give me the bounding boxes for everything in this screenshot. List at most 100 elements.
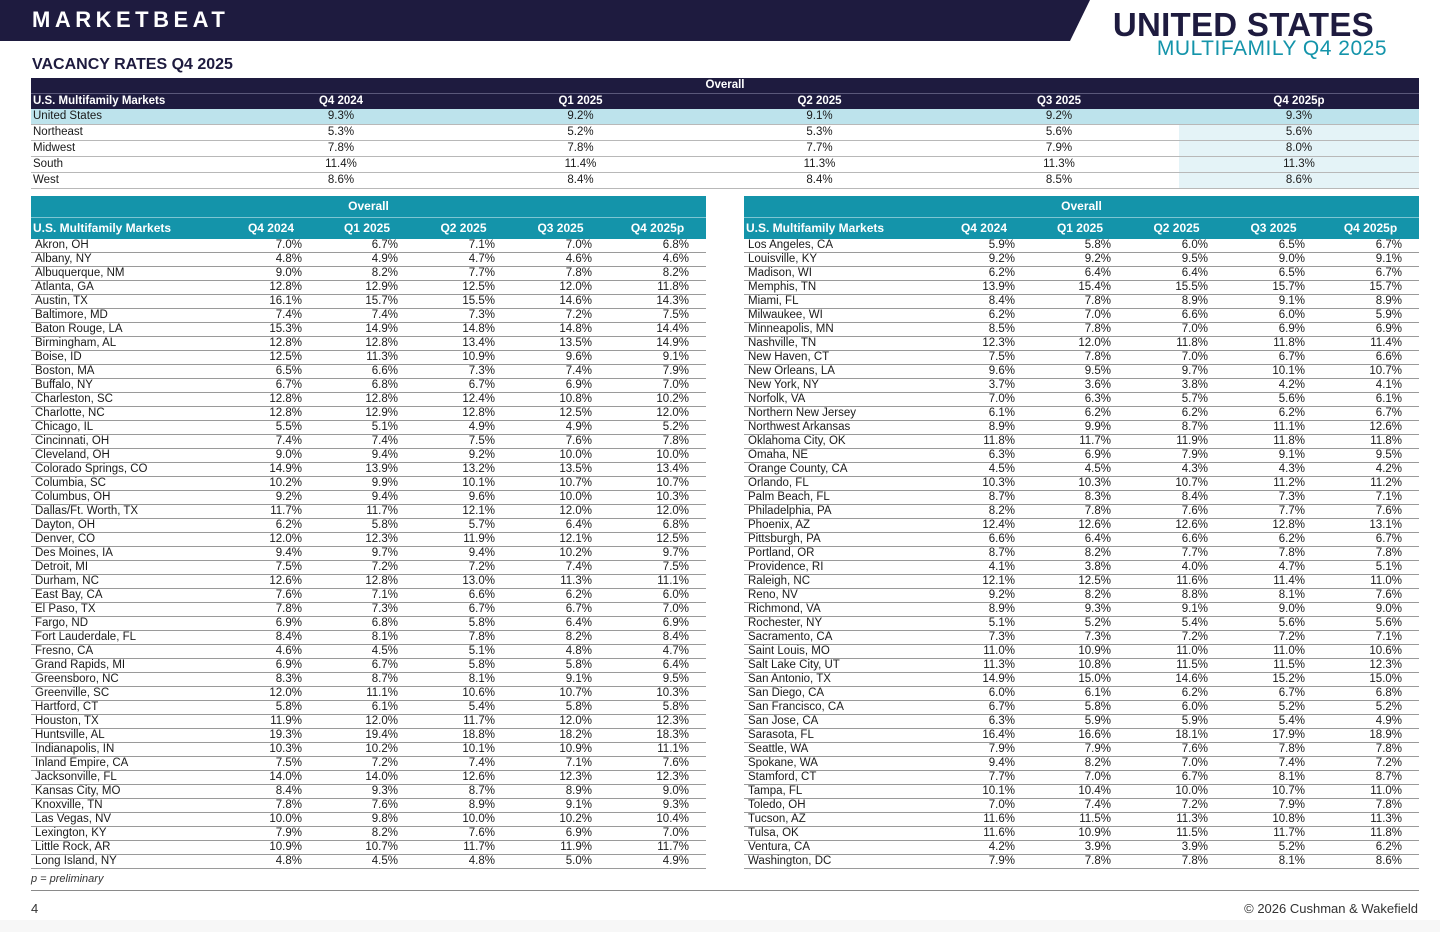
vacancy-rate-cell: 11.3% [512, 574, 609, 590]
vacancy-rate-cell: 6.5% [1225, 266, 1322, 282]
vacancy-rate-cell: 9.1% [512, 798, 609, 814]
vacancy-rate-cell: 7.0% [936, 798, 1032, 814]
vacancy-rate-cell: 5.9% [1322, 308, 1420, 324]
vacancy-rate-cell: 7.5% [223, 560, 319, 576]
vacancy-rate-cell: 12.1% [936, 574, 1032, 590]
vacancy-rate-cell: 9.0% [609, 784, 707, 800]
vacancy-rate-cell: 8.1% [1225, 854, 1322, 870]
report-subtitle: MULTIFAMILY Q4 2025 [1156, 37, 1387, 60]
vacancy-rate-cell: 8.1% [1225, 770, 1322, 786]
market-name-cell: Miami, FL [744, 294, 936, 310]
market-name-cell: Little Rock, AR [31, 840, 223, 856]
vacancy-rate-cell: 5.1% [415, 644, 512, 660]
market-name-cell: Atlanta, GA [31, 280, 223, 296]
vacancy-rate-cell: 9.1% [512, 672, 609, 688]
vacancy-rate-cell: 5.6% [939, 124, 1179, 141]
vacancy-rate-cell: 6.7% [415, 378, 512, 394]
vacancy-rate-cell: 10.1% [936, 784, 1032, 800]
vacancy-rate-cell: 5.2% [461, 124, 700, 141]
table-row: New Haven, CT 7.5% 7.8% 7.0% 6.7% 6.6% [744, 350, 1420, 366]
vacancy-rate-cell: 14.4% [609, 322, 707, 338]
vacancy-rate-cell: 7.8% [223, 602, 319, 618]
table-row: Norfolk, VA 7.0% 6.3% 5.7% 5.6% 6.1% [744, 392, 1420, 408]
table-row: Rochester, NY 5.1% 5.2% 5.4% 5.6% 5.6% [744, 616, 1420, 632]
vacancy-rate-cell: 18.8% [415, 728, 512, 744]
vacancy-rate-cell: 7.9% [609, 364, 707, 380]
vacancy-rate-cell: 8.5% [939, 172, 1179, 189]
vacancy-rate-cell: 9.1% [1128, 602, 1225, 618]
market-name-cell: Buffalo, NY [31, 378, 223, 394]
vacancy-rate-cell: 8.6% [1179, 172, 1419, 189]
vacancy-rate-cell: 14.9% [319, 322, 415, 338]
vacancy-rate-cell: 18.2% [512, 728, 609, 744]
vacancy-rate-cell: 7.3% [1225, 490, 1322, 506]
market-name-cell: Sacramento, CA [744, 630, 936, 646]
vacancy-rate-cell: 5.9% [1128, 714, 1225, 730]
vacancy-rate-cell: 8.2% [609, 266, 707, 282]
vacancy-rate-cell: 14.8% [512, 322, 609, 338]
vacancy-rate-cell: 5.7% [1128, 392, 1225, 408]
vacancy-rate-cell: 12.8% [223, 336, 319, 352]
table-row: Seattle, WA 7.9% 7.9% 7.6% 7.8% 7.8% [744, 742, 1420, 758]
market-name-cell: Knoxville, TN [31, 798, 223, 814]
vacancy-rate-cell: 4.0% [1128, 560, 1225, 576]
vacancy-rate-cell: 10.7% [512, 686, 609, 702]
table-row: Austin, TX 16.1% 15.7% 15.5% 14.6% 14.3% [31, 294, 707, 310]
vacancy-rate-cell: 10.0% [1128, 784, 1225, 800]
vacancy-rate-cell: 8.3% [223, 672, 319, 688]
vacancy-rate-cell: 7.5% [936, 350, 1032, 366]
vacancy-rate-cell: 6.2% [1128, 406, 1225, 422]
vacancy-rate-cell: 9.7% [1128, 364, 1225, 380]
vacancy-rate-cell: 10.7% [609, 476, 707, 492]
market-name-cell: Palm Beach, FL [744, 490, 936, 506]
vacancy-rate-cell: 8.7% [936, 546, 1032, 562]
vacancy-rate-cell: 5.5% [223, 420, 319, 436]
vacancy-rate-cell: 11.0% [936, 644, 1032, 660]
table-row: Philadelphia, PA 8.2% 7.8% 7.6% 7.7% 7.6% [744, 504, 1420, 520]
vacancy-rate-cell: 6.2% [1225, 532, 1322, 548]
vacancy-rate-cell: 8.2% [319, 826, 415, 842]
vacancy-rate-cell: 6.8% [609, 239, 707, 254]
vacancy-rate-cell: 13.9% [319, 462, 415, 478]
table-band-label: Overall [31, 196, 707, 218]
vacancy-rate-cell: 7.3% [415, 308, 512, 324]
vacancy-rate-cell: 11.5% [1128, 658, 1225, 674]
table-row: Reno, NV 9.2% 8.2% 8.8% 8.1% 7.6% [744, 588, 1420, 604]
market-name-cell: Orlando, FL [744, 476, 936, 492]
table-row: El Paso, TX 7.8% 7.3% 6.7% 6.7% 7.0% [31, 602, 707, 618]
table-row: Toledo, OH 7.0% 7.4% 7.2% 7.9% 7.8% [744, 798, 1420, 814]
vacancy-rate-cell: 7.6% [1322, 504, 1420, 520]
vacancy-rate-cell: 9.4% [223, 546, 319, 562]
vacancy-rate-cell: 8.9% [512, 784, 609, 800]
table-row: Midwest 7.8% 7.8% 7.7% 7.9% 8.0% [31, 140, 1419, 157]
table-row: Nashville, TN 12.3% 12.0% 11.8% 11.8% 11.4% [744, 336, 1420, 352]
vacancy-rate-cell: 15.4% [1032, 280, 1128, 296]
table-row: Tucson, AZ 11.6% 11.5% 11.3% 10.8% 11.3% [744, 812, 1420, 828]
vacancy-rate-cell: 9.2% [936, 588, 1032, 604]
table-row: Boise, ID 12.5% 11.3% 10.9% 9.6% 9.1% [31, 350, 707, 366]
market-name-cell: Spokane, WA [744, 756, 936, 772]
vacancy-rate-cell: 7.0% [1032, 308, 1128, 324]
vacancy-rate-cell: 7.1% [1322, 630, 1420, 646]
vacancy-rate-cell: 8.7% [319, 672, 415, 688]
vacancy-rate-cell: 10.1% [415, 476, 512, 492]
vacancy-rate-cell: 12.0% [1032, 336, 1128, 352]
vacancy-rate-cell: 12.0% [223, 532, 319, 548]
vacancy-rate-cell: 7.2% [319, 560, 415, 576]
column-header-period: Q4 2025p [609, 217, 707, 239]
column-header-period: Q2 2025 [700, 93, 939, 109]
market-name-cell: Norfolk, VA [744, 392, 936, 408]
vacancy-rate-cell: 6.7% [1128, 770, 1225, 786]
vacancy-rate-cell: 7.8% [1032, 350, 1128, 366]
vacancy-rate-cell: 11.0% [1322, 784, 1420, 800]
vacancy-rate-cell: 6.4% [1032, 532, 1128, 548]
market-name-cell: Milwaukee, WI [744, 308, 936, 324]
vacancy-rate-cell: 6.2% [223, 518, 319, 534]
vacancy-rate-cell: 6.7% [319, 658, 415, 674]
vacancy-rate-cell: 13.5% [512, 462, 609, 478]
vacancy-rate-cell: 6.2% [1322, 840, 1420, 856]
vacancy-rate-cell: 14.3% [609, 294, 707, 310]
market-name-cell: United States [31, 109, 221, 125]
table-row: Grand Rapids, MI 6.9% 6.7% 5.8% 5.8% 6.4% [31, 658, 707, 674]
vacancy-rate-cell: 12.0% [319, 714, 415, 730]
